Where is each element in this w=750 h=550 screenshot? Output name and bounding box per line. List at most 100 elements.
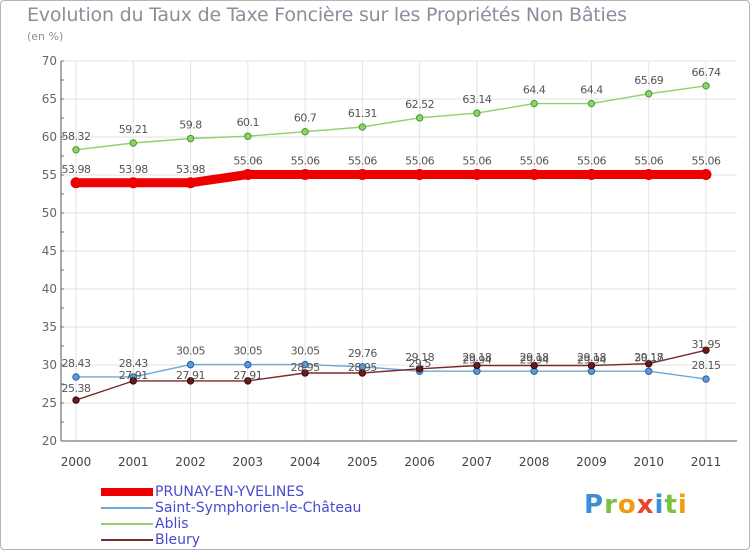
data-label-bleury: 29.94 [520, 353, 549, 366]
x-tick-label: 2011 [691, 455, 722, 469]
data-label-ablis: 59.8 [179, 119, 202, 132]
logo-letter: i [654, 490, 665, 520]
data-point-saint-symphorien [72, 373, 80, 381]
data-label-ablis: 60.7 [294, 112, 317, 125]
data-point-ablis [129, 139, 137, 147]
data-label-saint-symphorien: 29.18 [462, 351, 491, 364]
data-point-bleury [530, 361, 538, 370]
x-tick-label: 2001 [118, 455, 149, 469]
data-point-bleury [244, 377, 252, 385]
data-label-saint-symphorien: 29.18 [405, 351, 434, 364]
data-point-prunay [127, 177, 139, 189]
data-label-prunay: 55.06 [692, 155, 721, 168]
data-label-bleury: 30.17 [634, 352, 663, 365]
data-point-bleury [645, 360, 653, 368]
logo-letter: x [636, 490, 655, 520]
data-label-saint-symphorien: 30.05 [291, 345, 320, 358]
data-point-prunay [185, 177, 197, 189]
data-point-prunay [700, 169, 712, 181]
series-line-saint-symphorien [75, 363, 707, 380]
data-label-saint-symphorien: 28.15 [692, 359, 721, 372]
series-line-ablis [75, 85, 707, 151]
data-point-bleury [587, 361, 596, 370]
legend-label-bleury: Bleury [155, 532, 201, 548]
data-label-ablis: 58.32 [62, 130, 91, 143]
logo-letter: i [677, 490, 688, 520]
data-point-saint-symphorien [702, 375, 710, 383]
data-point-bleury [415, 365, 424, 373]
y-tick-label: 60 [42, 130, 57, 144]
data-point-ablis [530, 99, 538, 108]
x-tick-label: 2007 [462, 455, 493, 469]
y-tick-label: 55 [42, 168, 57, 182]
proxiti-logo: Proxiti [584, 490, 688, 520]
data-label-saint-symphorien: 28.43 [119, 357, 148, 370]
y-tick-label: 20 [42, 434, 57, 448]
data-point-ablis [244, 132, 252, 140]
chart-unit-label: (en %) [27, 30, 64, 43]
data-point-bleury [72, 396, 80, 404]
data-label-prunay: 55.06 [462, 155, 491, 168]
data-label-prunay: 53.98 [62, 163, 91, 176]
y-tick-label: 30 [42, 358, 57, 372]
data-point-ablis [186, 134, 195, 143]
data-label-bleury: 29.5 [408, 357, 431, 370]
data-label-saint-symphorien: 30.05 [176, 345, 205, 358]
data-point-prunay [70, 177, 82, 189]
x-tick-label: 2006 [404, 455, 435, 469]
logo-letter: o [617, 490, 637, 520]
legend-swatch-bleury [101, 539, 153, 541]
data-label-prunay: 53.98 [119, 163, 148, 176]
data-point-ablis [415, 114, 424, 122]
data-label-bleury: 27.91 [176, 369, 205, 382]
data-label-ablis: 60.1 [237, 116, 260, 129]
data-point-saint-symphorien [301, 360, 309, 369]
data-label-saint-symphorien: 29.18 [634, 351, 663, 364]
x-tick-label: 2009 [576, 455, 607, 469]
data-point-bleury [702, 346, 710, 354]
data-label-saint-symphorien: 29.18 [520, 351, 549, 364]
data-label-ablis: 66.74 [692, 66, 721, 79]
y-tick-label: 70 [42, 54, 57, 68]
x-tick-label: 2002 [175, 455, 206, 469]
y-tick-label: 25 [42, 396, 57, 410]
legend-label-prunay: PRUNAY-EN-YVELINES [155, 484, 305, 500]
legend-swatch-ablis [101, 523, 153, 525]
data-label-bleury: 31.95 [692, 338, 721, 351]
data-point-prunay [299, 169, 311, 181]
y-tick-label: 45 [42, 244, 57, 258]
x-tick-label: 2000 [61, 455, 92, 469]
data-point-ablis [358, 123, 367, 131]
data-label-saint-symphorien: 30.05 [233, 345, 262, 358]
data-point-ablis [587, 99, 596, 108]
data-label-prunay: 55.06 [291, 155, 320, 168]
data-label-ablis: 59.21 [119, 123, 148, 136]
data-point-prunay [643, 169, 655, 181]
data-point-ablis [301, 127, 309, 136]
data-point-prunay [356, 169, 368, 181]
logo-letter: r [604, 490, 618, 520]
logo-letter: t [664, 490, 678, 520]
data-label-bleury: 28.95 [348, 361, 377, 374]
data-label-ablis: 64.4 [580, 84, 603, 97]
x-tick-label: 2003 [233, 455, 264, 469]
y-tick-label: 40 [42, 282, 57, 296]
data-label-bleury: 25.38 [62, 382, 91, 395]
x-tick-label: 2004 [290, 455, 321, 469]
data-label-bleury: 27.91 [233, 369, 262, 382]
data-point-saint-symphorien [186, 360, 195, 369]
data-point-bleury [473, 361, 481, 370]
y-tick-label: 35 [42, 320, 57, 334]
data-label-prunay: 55.06 [405, 155, 434, 168]
data-point-saint-symphorien [244, 360, 252, 369]
data-label-prunay: 55.06 [233, 155, 262, 168]
legend-swatch-saint-symphorien [101, 507, 153, 509]
data-label-saint-symphorien: 29.18 [577, 351, 606, 364]
series-line-bleury [75, 349, 707, 401]
data-label-ablis: 65.69 [634, 74, 663, 87]
legend-label-ablis: Ablis [155, 516, 189, 532]
series-line-prunay [71, 170, 711, 188]
data-label-prunay: 55.06 [634, 155, 663, 168]
data-label-saint-symphorien: 29.76 [348, 347, 377, 360]
